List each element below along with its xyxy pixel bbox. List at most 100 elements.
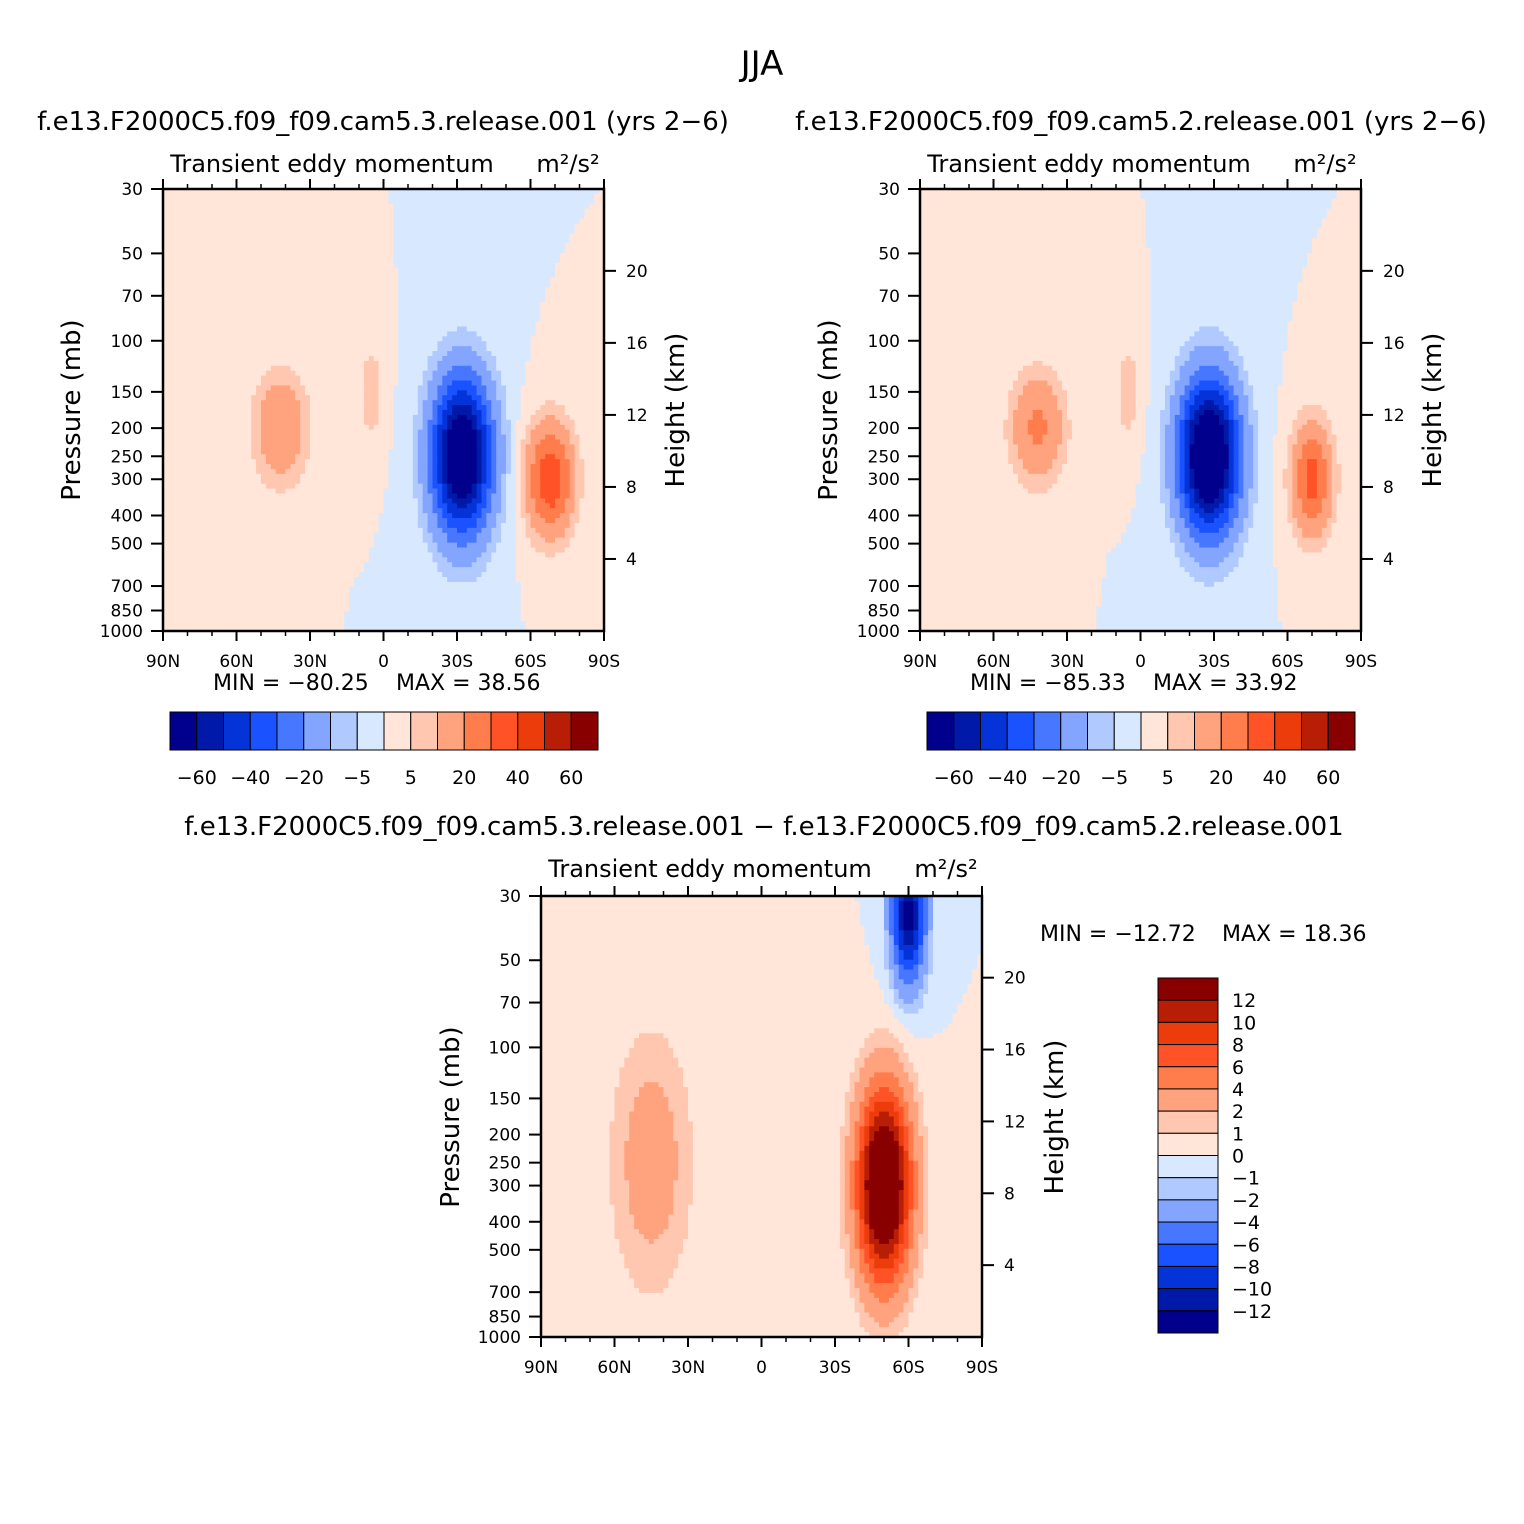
field-cell — [427, 562, 434, 568]
field-cell — [363, 414, 370, 421]
field-cell — [354, 503, 360, 509]
field-cell — [290, 208, 296, 215]
field-cell — [305, 301, 311, 308]
field-cell — [412, 483, 419, 490]
field-cell — [290, 581, 296, 588]
field-cell — [398, 606, 404, 612]
field-cell — [182, 508, 189, 514]
field-cell — [383, 606, 389, 612]
field-cell — [251, 336, 257, 342]
field-cell — [354, 611, 360, 617]
field-cell — [408, 567, 414, 573]
field-cell — [393, 223, 399, 229]
field-cell — [167, 390, 174, 396]
field-cell — [212, 193, 218, 200]
field-cell — [368, 233, 375, 239]
field-cell — [314, 616, 321, 622]
field-cell — [344, 424, 350, 431]
field-cell — [319, 410, 326, 416]
field-cell — [182, 233, 189, 239]
field-cell — [300, 483, 306, 490]
field-cell — [339, 596, 345, 603]
field-cell — [339, 301, 345, 308]
field-cell — [329, 449, 336, 455]
field-cell — [334, 503, 340, 509]
field-cell — [226, 262, 233, 269]
field-cell — [270, 375, 277, 382]
field-cell — [417, 473, 424, 480]
field-cell — [354, 208, 360, 215]
field-cell — [412, 218, 419, 224]
field-cell — [216, 257, 223, 264]
field-cell — [378, 567, 385, 573]
field-cell — [354, 306, 360, 313]
field-cell — [363, 287, 370, 293]
field-cell — [212, 233, 218, 239]
field-cell — [241, 346, 247, 352]
field-cell — [221, 326, 228, 333]
field-cell — [216, 429, 223, 436]
field-cell — [300, 238, 306, 244]
field-cell — [393, 365, 399, 372]
field-cell — [226, 331, 233, 337]
field-cell — [187, 355, 193, 362]
field-cell — [265, 473, 272, 480]
field-cell — [295, 518, 301, 524]
field-cell — [344, 189, 350, 195]
field-cell — [177, 606, 184, 612]
field-cell — [417, 355, 424, 362]
field-cell — [261, 459, 267, 465]
field-cell — [172, 444, 179, 450]
field-cell — [319, 468, 326, 475]
field-cell — [354, 522, 360, 529]
field-cell — [280, 518, 287, 524]
field-cell — [236, 385, 242, 391]
field-cell — [167, 223, 174, 229]
field-cell — [202, 429, 208, 436]
field-cell — [177, 562, 184, 568]
field-cell — [334, 410, 340, 416]
field-cell — [167, 238, 174, 244]
field-cell — [207, 360, 213, 367]
field-cell — [383, 326, 389, 333]
field-cell — [285, 562, 291, 568]
field-cell — [393, 297, 399, 303]
field-cell — [432, 223, 438, 229]
field-cell — [221, 213, 228, 220]
field-cell — [427, 493, 434, 499]
field-cell — [212, 267, 218, 274]
field-cell — [216, 346, 223, 352]
field-cell — [202, 414, 208, 421]
field-cell — [393, 576, 399, 583]
field-cell — [378, 449, 385, 455]
field-cell — [398, 576, 404, 583]
field-cell — [216, 355, 223, 362]
field-cell — [207, 596, 213, 603]
field-cell — [285, 297, 291, 303]
field-cell — [261, 522, 267, 529]
field-cell — [373, 439, 380, 445]
field-cell — [329, 189, 336, 195]
field-cell — [363, 522, 370, 529]
field-cell — [280, 272, 287, 278]
field-cell — [256, 596, 262, 603]
field-cell — [324, 385, 331, 391]
field-cell — [182, 567, 189, 573]
field-cell — [373, 257, 380, 264]
field-cell — [265, 287, 272, 293]
field-cell — [172, 238, 179, 244]
field-cell — [192, 493, 198, 499]
field-cell — [363, 478, 370, 485]
field-cell — [231, 351, 238, 357]
field-cell — [290, 247, 296, 254]
field-cell — [197, 586, 203, 593]
field-cell — [216, 262, 223, 269]
field-cell — [319, 414, 326, 421]
field-cell — [172, 193, 179, 200]
field-cell — [310, 562, 316, 568]
field-cell — [295, 218, 301, 224]
field-cell — [354, 464, 360, 470]
field-cell — [270, 301, 277, 308]
field-cell — [280, 522, 287, 529]
field-cell — [280, 424, 287, 431]
